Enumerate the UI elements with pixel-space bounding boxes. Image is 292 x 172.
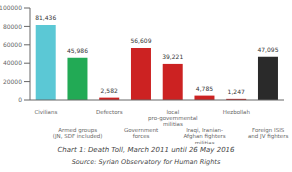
svg-text:Governmentforces: Governmentforces <box>124 127 159 139</box>
svg-text:4,785: 4,785 <box>196 85 213 92</box>
html-text:Source: Syrian Observatory for: Source: Syrian Observatory for Human Rig… <box>71 158 221 166</box>
svg-text:100000: 100000 <box>8 4 22 11</box>
svg-text:Hezbollah: Hezbollah <box>223 109 251 115</box>
svg-text:60000: 60000 <box>8 41 22 48</box>
svg-text:Foreign ISISand JV fighters: Foreign ISISand JV fighters <box>248 127 284 140</box>
svg-text:40000: 40000 <box>8 59 22 66</box>
svg-text:20000: 20000 <box>8 78 22 85</box>
svg-text:Defectors: Defectors <box>96 109 123 115</box>
svg-text:Iraqi, Iranian-Afghan fighters: Iraqi, Iranian-Afghan fightersmilitias <box>184 127 226 144</box>
html-text:Chart 1: Death Toll, March 201: Chart 1: Death Toll, March 2011 until 26… <box>57 146 235 154</box>
svg-text:2,582: 2,582 <box>101 87 118 94</box>
svg-text:Armed groups(JN, SDF included): Armed groups(JN, SDF included) <box>53 127 103 140</box>
svg-text:56,609: 56,609 <box>130 37 151 44</box>
svg-text:1,247: 1,247 <box>228 88 245 95</box>
svg-text:39,221: 39,221 <box>162 53 183 60</box>
svg-text:localpro-governmentalmilitias: localpro-governmentalmilitias <box>148 109 198 127</box>
svg-text:0: 0 <box>18 96 22 103</box>
svg-text:81,436: 81,436 <box>35 14 56 21</box>
svg-text:80000: 80000 <box>8 23 22 30</box>
svg-text:47,095: 47,095 <box>257 46 278 53</box>
svg-text:Civilians: Civilians <box>34 109 57 115</box>
svg-text:45,986: 45,986 <box>67 47 88 54</box>
